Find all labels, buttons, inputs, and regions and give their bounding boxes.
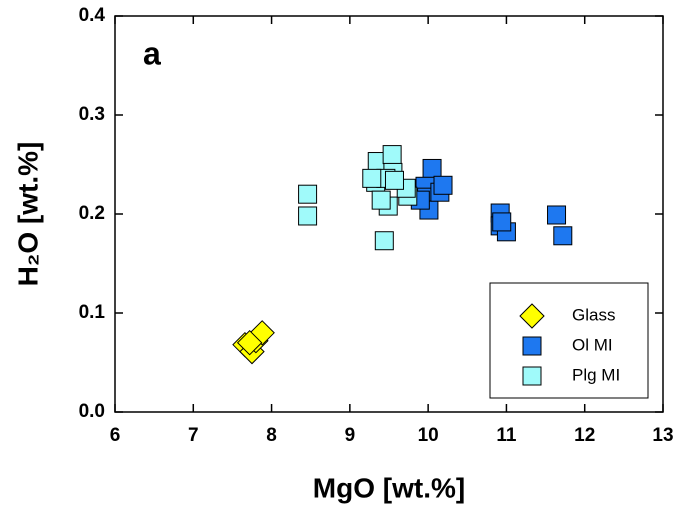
y-tick-label: 0.0 — [79, 401, 105, 422]
x-tick-label: 7 — [188, 425, 199, 446]
x-tick-label: 12 — [574, 425, 595, 446]
square-marker — [433, 175, 453, 195]
square-marker — [547, 205, 567, 225]
legend-label: Ol MI — [572, 335, 613, 354]
x-tick-label: 6 — [110, 425, 121, 446]
x-tick-label: 11 — [496, 425, 517, 446]
square-marker — [298, 206, 318, 226]
x-tick-label: 8 — [266, 425, 277, 446]
legend-marker — [522, 336, 542, 356]
square-marker — [384, 170, 404, 190]
y-axis-label: H₂O [wt.%] — [12, 142, 43, 287]
square-marker — [553, 226, 573, 246]
legend-box — [489, 282, 649, 399]
legend-marker — [519, 303, 545, 329]
x-tick-label: 10 — [418, 425, 439, 446]
legend-marker — [522, 366, 542, 386]
x-axis-label: MgO [wt.%] — [313, 472, 465, 503]
panel-label: a — [143, 35, 161, 71]
legend-label: Plg MI — [572, 365, 620, 384]
square-marker — [382, 145, 402, 165]
square-marker — [422, 158, 442, 178]
square-marker — [492, 212, 512, 232]
x-tick-label: 13 — [652, 425, 673, 446]
square-marker — [362, 168, 382, 188]
square-marker — [374, 231, 394, 251]
square-marker — [298, 184, 318, 204]
x-tick-label: 9 — [345, 425, 356, 446]
diamond-marker — [236, 329, 263, 356]
y-tick-label: 0.1 — [79, 302, 106, 323]
y-tick-label: 0.3 — [79, 104, 105, 125]
legend-label: Glass — [572, 305, 615, 324]
y-tick-label: 0.2 — [79, 203, 105, 224]
y-tick-label: 0.4 — [79, 5, 106, 26]
square-marker — [371, 190, 391, 210]
